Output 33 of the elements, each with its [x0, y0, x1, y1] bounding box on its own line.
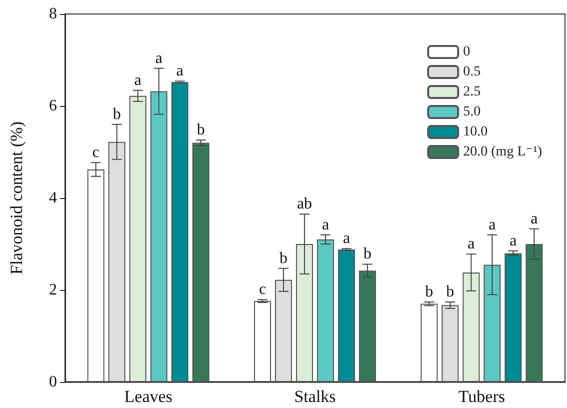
data-label: b [446, 283, 454, 300]
data-label: a [322, 216, 330, 234]
data-label: a [530, 210, 538, 228]
x-tick-label: Leaves [124, 387, 172, 406]
y-tick-label: 0 [49, 374, 57, 390]
data-label: b [364, 246, 372, 263]
y-tick-label: 4 [49, 190, 57, 206]
legend-label: 2.5 [463, 84, 481, 100]
data-label: b [112, 106, 121, 123]
data-label: a [342, 230, 350, 248]
legend-label: 20.0 (mg L⁻¹) [463, 144, 542, 160]
legend-label: 5.0 [463, 104, 481, 120]
data-label: a [468, 236, 475, 253]
legend-label: 0 [463, 44, 470, 60]
data-label: a [134, 72, 142, 89]
data-label: a [488, 216, 496, 234]
y-tick-label: 6 [49, 98, 57, 114]
legend-label: 10.0 [463, 124, 488, 140]
data-label: a [510, 232, 517, 250]
data-label: a [176, 62, 184, 80]
data-label: b [280, 250, 288, 267]
data-label: c [258, 281, 266, 298]
data-label: a [155, 50, 162, 67]
data-label: b [196, 122, 205, 139]
y-tick-label: 2 [49, 282, 57, 298]
y-tick-label: 8 [49, 6, 57, 22]
data-label: ab [296, 196, 312, 213]
x-tick-label: Stalks [294, 387, 336, 406]
y-axis-title: Flavonoid content (%) [7, 122, 26, 274]
data-label: b [425, 283, 434, 300]
data-label: c [92, 144, 100, 162]
legend-label: 0.5 [463, 64, 481, 80]
x-tick-label: Tubers [458, 387, 505, 406]
